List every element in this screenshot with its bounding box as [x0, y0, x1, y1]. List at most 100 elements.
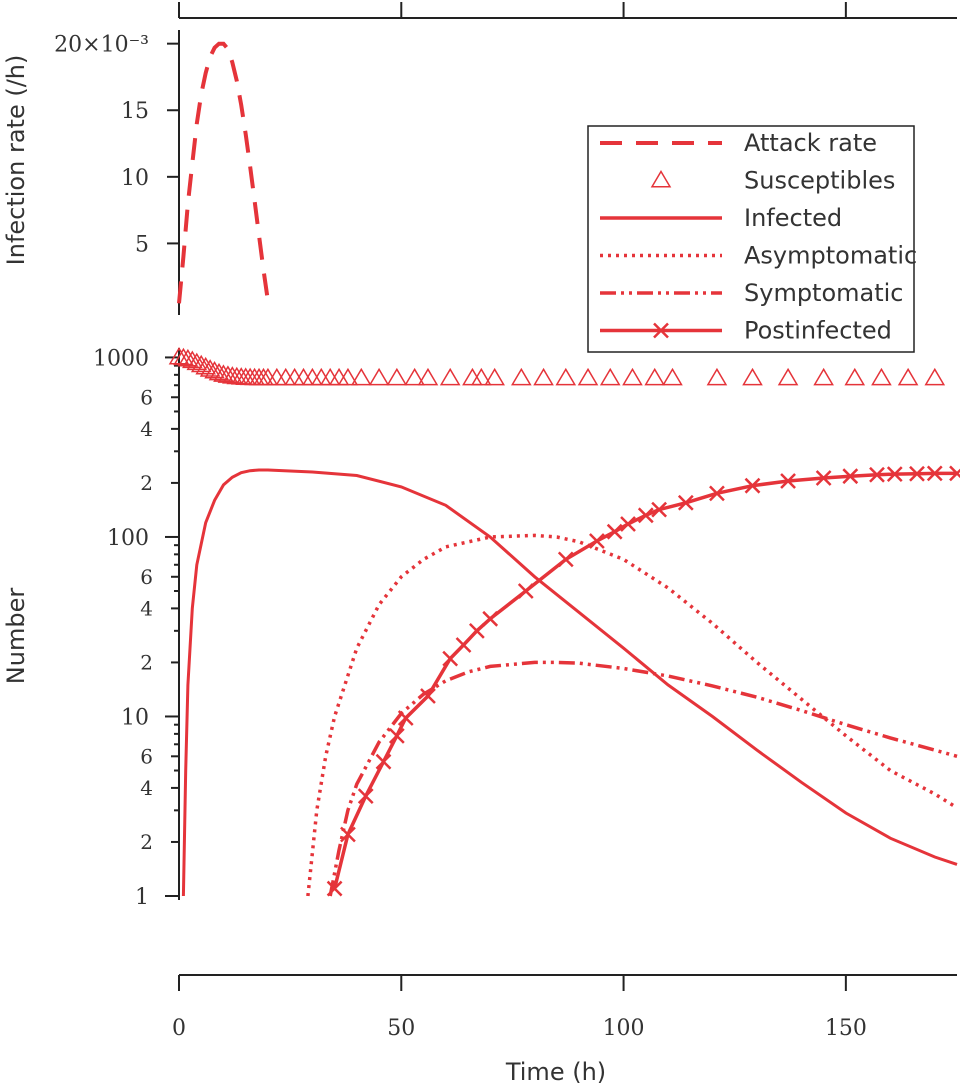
susceptibles-point: [644, 367, 666, 386]
susceptibles-point: [417, 367, 439, 386]
postinfected-point: [606, 523, 623, 540]
postinfected-point: [869, 466, 885, 483]
top-y-tick-label: 15: [121, 99, 149, 124]
postinfected-point: [557, 551, 574, 568]
series-susceptibles: [168, 346, 946, 386]
susceptibles-point: [462, 367, 483, 386]
susceptibles-point: [742, 367, 763, 386]
susceptibles-point: [844, 367, 866, 386]
x-tick-label: 50: [387, 1016, 415, 1041]
susceptibles-point: [337, 367, 359, 386]
susceptibles-point: [350, 367, 372, 386]
susceptibles-point: [182, 350, 203, 369]
legend-label-postinfected: Postinfected: [744, 317, 892, 345]
legend-label-attack-rate: Attack rate: [744, 129, 877, 157]
postinfected-point: [468, 622, 485, 639]
postinfected-point: [744, 477, 761, 494]
x-tick-label: 150: [825, 1016, 867, 1041]
susceptibles-point: [511, 367, 532, 386]
top-y-tick-label: 20×10⁻³: [54, 33, 149, 58]
bottom-y-major-label: 10: [121, 705, 149, 730]
susceptibles-point: [813, 367, 834, 386]
postinfected-point: [482, 610, 499, 627]
bottom-y-minor-label: 6: [140, 744, 153, 768]
susceptibles-point: [706, 367, 728, 386]
legend-box: [587, 125, 915, 353]
bottom-y-major-label: 1: [135, 885, 149, 910]
legend-label-susceptibles: Susceptibles: [744, 167, 895, 195]
x-tick-label: 100: [603, 1016, 645, 1041]
series-attack-rate: [177, 41, 270, 304]
postinfected-point: [637, 507, 654, 524]
symptomatic-line: [328, 660, 958, 897]
series-infected: [181, 468, 958, 897]
postinfected-point: [651, 501, 668, 518]
postinfected-point: [397, 710, 414, 726]
susceptibles-point: [284, 367, 305, 386]
susceptibles-point: [319, 367, 341, 386]
bottom-y-minor-label: 6: [140, 565, 153, 589]
legend-label-asymptomatic: Asymptomatic: [744, 242, 917, 270]
bottom-y-minor-label: 2: [140, 830, 153, 854]
asymptomatic-line: [306, 533, 958, 897]
postinfected-point: [886, 466, 903, 482]
postinfected-point: [620, 516, 636, 532]
susceptibles-point: [199, 359, 221, 377]
postinfected-point: [455, 637, 472, 653]
postinfected-point: [357, 788, 374, 805]
legend-item-asymptomatic: Asymptomatic: [600, 242, 917, 270]
postinfected-point: [420, 688, 436, 704]
susceptibles-point: [777, 367, 799, 386]
postinfected-point: [780, 473, 796, 489]
y-axis-label-top: Infection rate (/h): [2, 55, 30, 266]
postinfected-point: [589, 533, 605, 549]
infected-line: [181, 468, 958, 897]
susceptibles-point: [577, 367, 599, 386]
susceptibles-point: [871, 367, 892, 386]
susceptibles-point: [439, 367, 461, 386]
susceptibles-point: [302, 367, 323, 386]
susceptibles-point: [924, 367, 946, 386]
susceptibles-point: [208, 362, 230, 381]
susceptibles-point: [195, 356, 216, 375]
postinfected-point: [926, 465, 943, 482]
series-symptomatic: [328, 660, 958, 897]
susceptibles-point: [368, 367, 390, 386]
susceptibles-point: [293, 367, 314, 386]
postinfected-point: [709, 485, 725, 502]
legend-item-infected: Infected: [600, 204, 842, 232]
bottom-y-minor-label: 2: [140, 650, 153, 674]
x-tick-label: 0: [172, 1016, 186, 1041]
legend: Attack rate Susceptibles Infected Asymptoma…: [587, 125, 917, 353]
legend-label-infected: Infected: [744, 204, 842, 232]
bottom-y-minor-label: 4: [140, 776, 153, 800]
axes: 0 50 100 150 5 10 15 20×10⁻³ 1 10 100 1000 2 4 6 2 4 6 2 4 6: [54, 2, 957, 1041]
susceptibles-point: [168, 346, 190, 365]
susceptibles-point: [177, 348, 199, 367]
legend-item-susceptibles: Susceptibles: [650, 167, 895, 195]
susceptibles-point: [533, 367, 554, 386]
postinfected-point: [442, 650, 459, 667]
susceptibles-point: [186, 352, 208, 371]
bottom-y-major-label: 1000: [93, 346, 149, 371]
legend-swatch-susceptibles: [650, 170, 672, 188]
susceptibles-point: [404, 367, 425, 386]
susceptibles-point: [484, 367, 505, 386]
susceptibles-point: [328, 367, 350, 386]
susceptibles-point: [622, 367, 643, 386]
susceptibles-point: [599, 367, 621, 386]
postinfected-point: [842, 468, 859, 485]
susceptibles-point: [213, 364, 234, 382]
postinfected-point: [375, 753, 392, 770]
attack-rate-line: [177, 41, 270, 304]
series-postinfected: [326, 465, 960, 897]
y-axis-label-bottom: Number: [2, 588, 30, 685]
legend-item-attack-rate: Attack rate: [600, 129, 877, 157]
series-asymptomatic: [306, 533, 958, 897]
bottom-y-minor-label: 4: [140, 417, 153, 441]
bottom-y-minor-label: 2: [140, 471, 153, 495]
x-axis-label: Time (h): [505, 1058, 606, 1086]
legend-item-symptomatic: Symptomatic: [600, 279, 904, 307]
bottom-y-major-label: 100: [107, 526, 149, 551]
